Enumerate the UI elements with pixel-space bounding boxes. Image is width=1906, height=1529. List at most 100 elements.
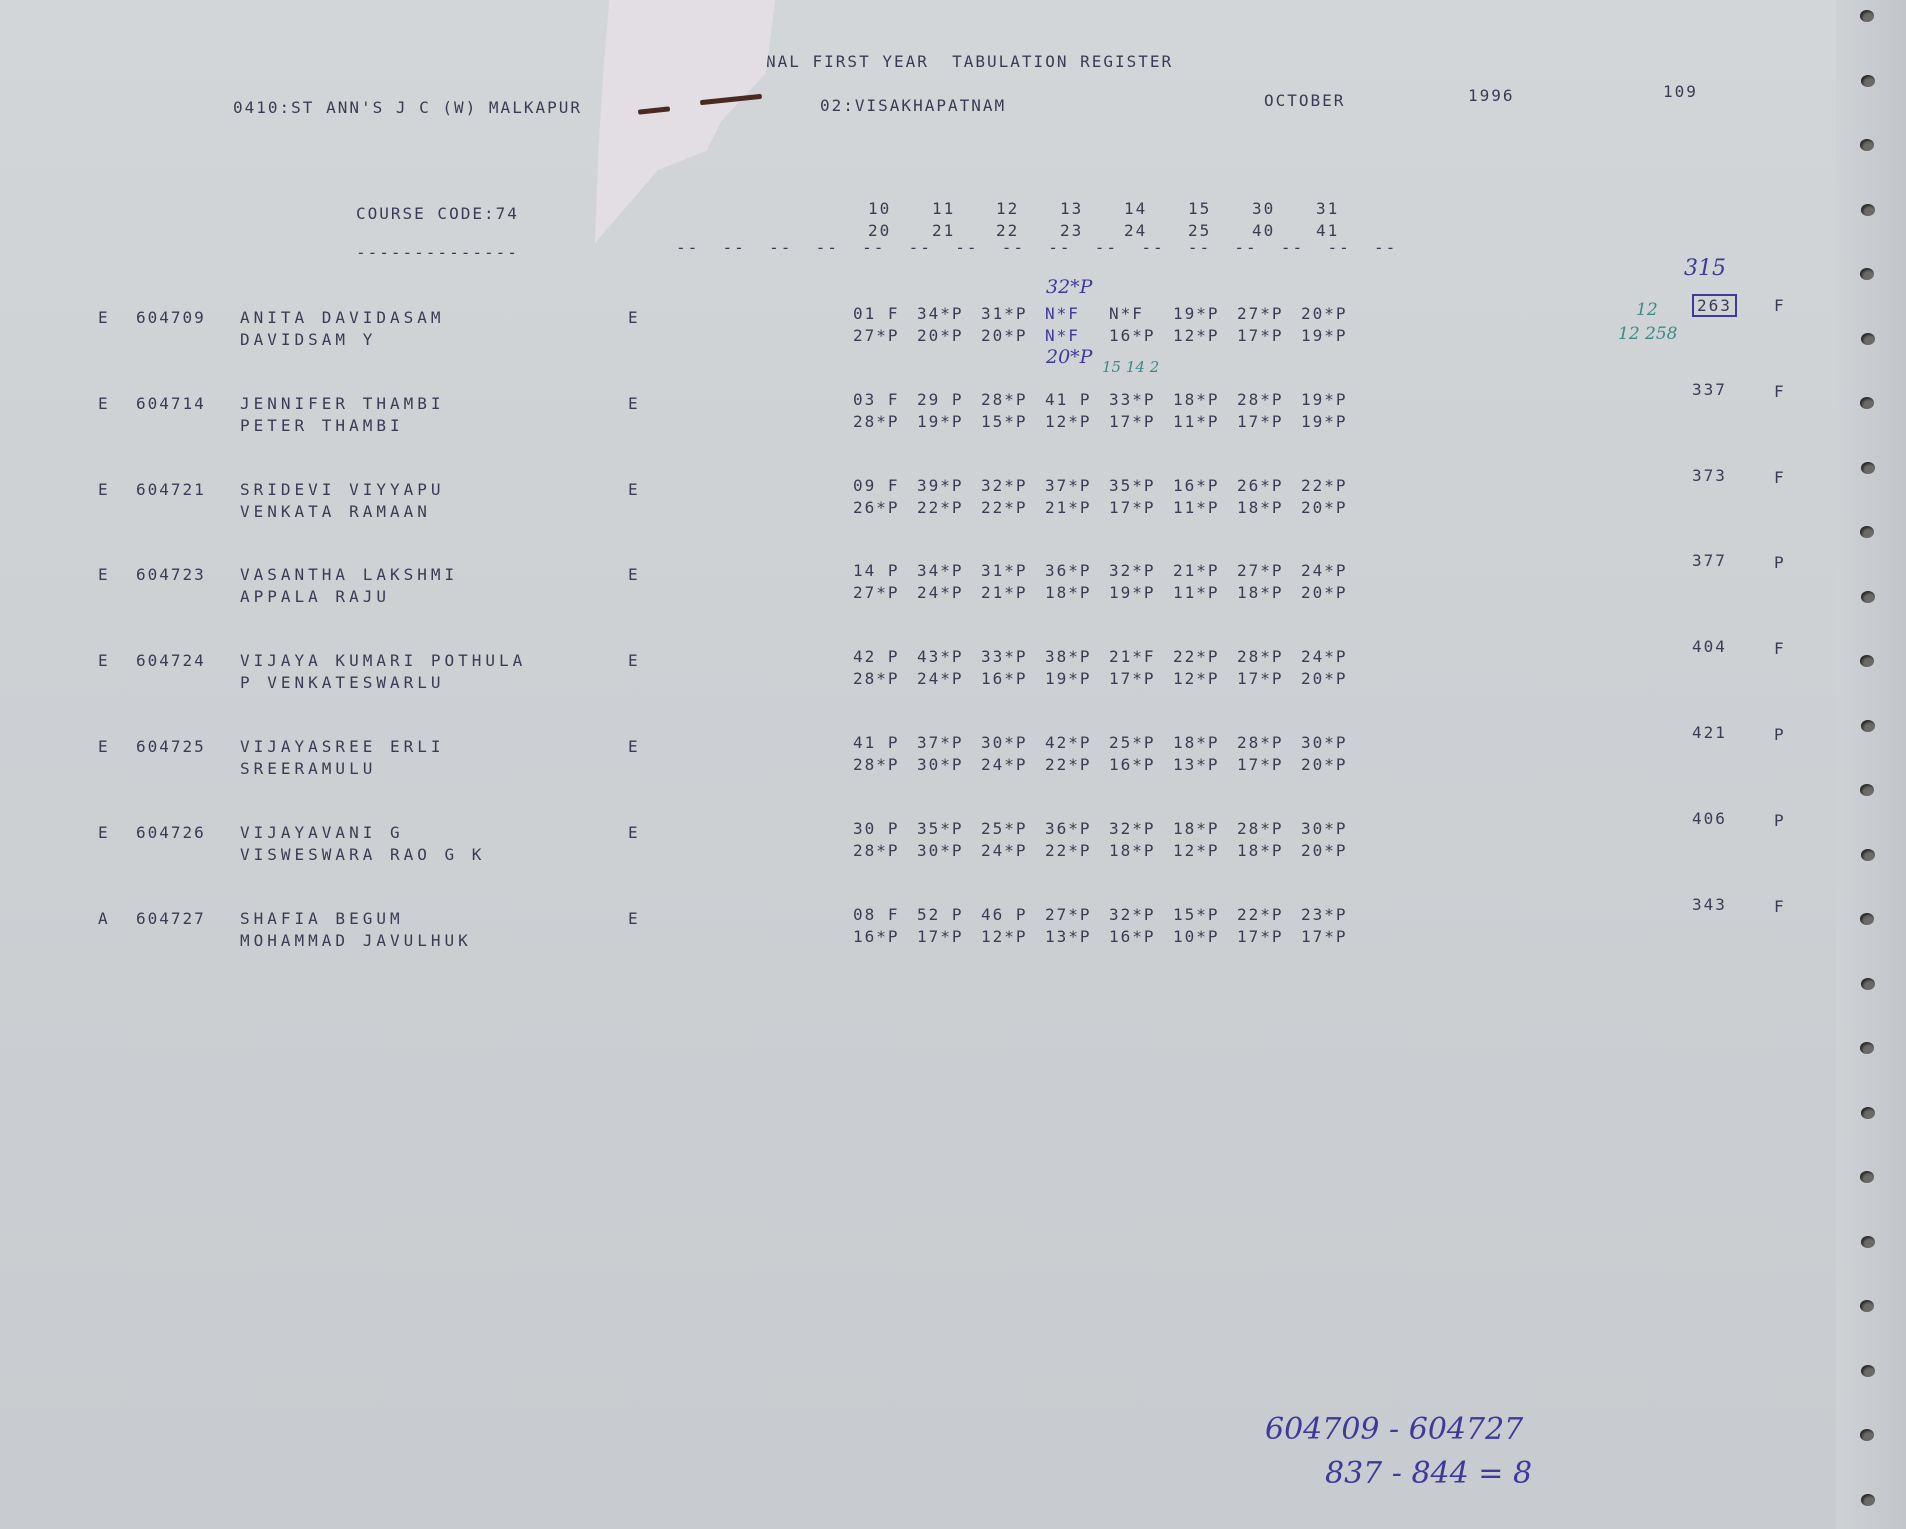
subject-mark: 33*P xyxy=(981,647,1028,667)
tractor-hole xyxy=(1861,1493,1875,1506)
subject-mark: 25*P xyxy=(1109,733,1156,752)
total-marks: 421 xyxy=(1692,723,1727,742)
subject-mark: 28*P xyxy=(1237,818,1284,838)
result-status: F xyxy=(1774,381,1786,401)
category-code: E xyxy=(98,822,110,842)
subject-mark: 17*P xyxy=(1109,497,1156,517)
category-code: E xyxy=(98,651,110,671)
parent-name: P VENKATESWARLU xyxy=(240,673,445,693)
subject-mark: 28*P xyxy=(1237,389,1284,409)
subject-mark: 28*P xyxy=(981,389,1028,409)
exam-month: OCTOBER xyxy=(1264,91,1346,110)
roll-number: 604723 xyxy=(136,565,206,585)
subject-mark: 46 P xyxy=(981,904,1028,924)
handwritten-roll-range: 604709 - 604727 xyxy=(1265,1412,1524,1447)
tractor-hole xyxy=(1861,1364,1875,1377)
subject-mark: 12*P xyxy=(1173,669,1220,689)
subject-mark: 43*P xyxy=(917,647,964,667)
medium: E xyxy=(628,479,640,499)
tractor-hole xyxy=(1860,1429,1874,1441)
total-marks: 377 xyxy=(1692,551,1727,571)
category-code: E xyxy=(98,479,110,499)
subject-mark: 22*P xyxy=(1301,475,1348,495)
tractor-hole xyxy=(1860,1171,1874,1183)
subject-mark: 28*P xyxy=(853,411,900,431)
subject-mark: 31*P xyxy=(981,304,1028,323)
tractor-hole xyxy=(1861,848,1875,861)
tractor-hole xyxy=(1860,139,1874,151)
category-code: E xyxy=(98,565,110,585)
subject-mark: 32*P xyxy=(1109,561,1156,581)
handwritten-correction: 20*P xyxy=(1046,346,1093,368)
tractor-hole xyxy=(1861,203,1875,216)
subject-mark: 18*P xyxy=(1237,497,1284,517)
medium: E xyxy=(628,822,640,842)
subject-mark: 24*P xyxy=(981,755,1028,774)
subject-mark: 22*P xyxy=(917,497,964,517)
subject-mark: 03 F xyxy=(853,389,900,409)
tractor-hole xyxy=(1860,268,1874,280)
subject-mark: 19*P xyxy=(1045,669,1092,689)
subject-mark: 14 P xyxy=(853,561,900,581)
category-code: E xyxy=(98,737,110,756)
subject-code: 23 xyxy=(1060,221,1084,240)
subject-mark: 18*P xyxy=(1237,583,1284,603)
subject-mark: 20*P xyxy=(1301,669,1348,689)
total-marks: 406 xyxy=(1692,808,1727,828)
tractor-hole xyxy=(1860,1300,1874,1312)
tractor-hole xyxy=(1860,526,1874,538)
subject-mark: 18*P xyxy=(1173,818,1220,838)
tractor-hole xyxy=(1860,655,1874,667)
subject-mark: 34*P xyxy=(917,561,964,581)
subject-mark: 01 F xyxy=(853,304,900,323)
subject-mark: 52 P xyxy=(917,904,964,924)
subject-mark: 27*P xyxy=(853,326,900,345)
subject-mark: 22*P xyxy=(1045,840,1092,860)
subject-mark: 20*P xyxy=(1301,840,1348,860)
subject-mark: 16*P xyxy=(981,669,1028,689)
total-marks: 263 xyxy=(1692,294,1737,317)
subject-code: 13 xyxy=(1060,199,1084,218)
tape-patch xyxy=(595,0,775,243)
category-code: A xyxy=(98,908,110,928)
tractor-hole xyxy=(1861,461,1875,474)
subject-code: 24 xyxy=(1124,221,1148,240)
subject-mark: 11*P xyxy=(1173,411,1220,431)
subject-mark: N*F xyxy=(1045,304,1080,323)
subject-mark: 27*P xyxy=(1237,304,1284,323)
student-name: VASANTHA LAKSHMI xyxy=(240,565,459,585)
medium: E xyxy=(628,393,640,413)
subject-mark: 17*P xyxy=(1301,926,1348,946)
subject-mark: 13*P xyxy=(1045,926,1092,946)
subject-mark: 17*P xyxy=(1237,755,1284,774)
parent-name: MOHAMMAD JAVULHUK xyxy=(240,930,472,950)
column-dashes: -- -- -- -- -- -- -- -- -- -- -- -- -- -… xyxy=(676,238,1398,257)
tractor-hole xyxy=(1861,332,1875,345)
tractor-hole xyxy=(1860,1042,1874,1054)
subject-code: 25 xyxy=(1188,221,1212,240)
medium: E xyxy=(628,737,640,756)
subject-code: 40 xyxy=(1252,221,1276,240)
subject-mark: 33*P xyxy=(1109,389,1156,409)
medium: E xyxy=(628,908,640,928)
total-marks: 404 xyxy=(1692,637,1727,657)
subject-mark: 36*P xyxy=(1045,561,1092,581)
tractor-hole xyxy=(1861,590,1875,603)
subject-mark: 19*P xyxy=(1301,411,1348,431)
medium: E xyxy=(628,565,640,585)
subject-mark: 42*P xyxy=(1045,733,1092,752)
subject-mark: 25*P xyxy=(981,818,1028,838)
subject-mark: 20*P xyxy=(1301,304,1348,323)
student-name: VIJAYA KUMARI POTHULA xyxy=(240,651,527,671)
subject-code: 14 xyxy=(1124,199,1148,218)
parent-name: PETER THAMBI xyxy=(240,415,404,435)
tractor-hole xyxy=(1861,1106,1875,1119)
register-title: NAL FIRST YEAR TABULATION REGISTER xyxy=(766,52,1174,71)
subject-mark: 29 P xyxy=(917,389,964,409)
subject-mark: 08 F xyxy=(853,904,900,924)
subject-mark: 19*P xyxy=(1301,326,1348,345)
roll-number: 604714 xyxy=(136,393,206,413)
subject-mark: 38*P xyxy=(1045,647,1092,667)
subject-mark: 17*P xyxy=(1109,669,1156,689)
subject-mark: 41 P xyxy=(853,733,900,752)
